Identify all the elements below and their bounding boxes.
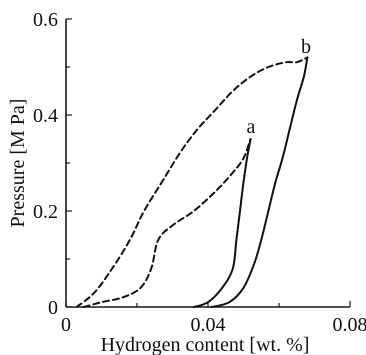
x-tick-label-2: 0.08 xyxy=(333,314,366,336)
curve-label-a: a xyxy=(247,116,256,138)
axis-ticks xyxy=(65,18,351,308)
y-tick-label-0: 0 xyxy=(48,297,58,319)
x-tick-label-0: 0 xyxy=(61,314,71,336)
series-b-dashed-line xyxy=(75,56,309,308)
y-axis-title: Pressure [M Pa] xyxy=(7,99,29,228)
series-layer xyxy=(75,56,309,308)
series-b-solid-line xyxy=(210,56,309,308)
y-tick-label-1: 0.2 xyxy=(33,201,58,223)
y-tick-label-3: 0.6 xyxy=(33,9,58,31)
y-tick-label-2: 0.4 xyxy=(33,105,58,127)
curve-label-b: b xyxy=(301,36,311,58)
x-axis-title: Hydrogen content [wt. %] xyxy=(101,334,310,355)
x-tick-label-1: 0.04 xyxy=(191,314,226,336)
series-a-dashed-line xyxy=(82,138,252,308)
series-a-solid-line xyxy=(192,138,252,308)
